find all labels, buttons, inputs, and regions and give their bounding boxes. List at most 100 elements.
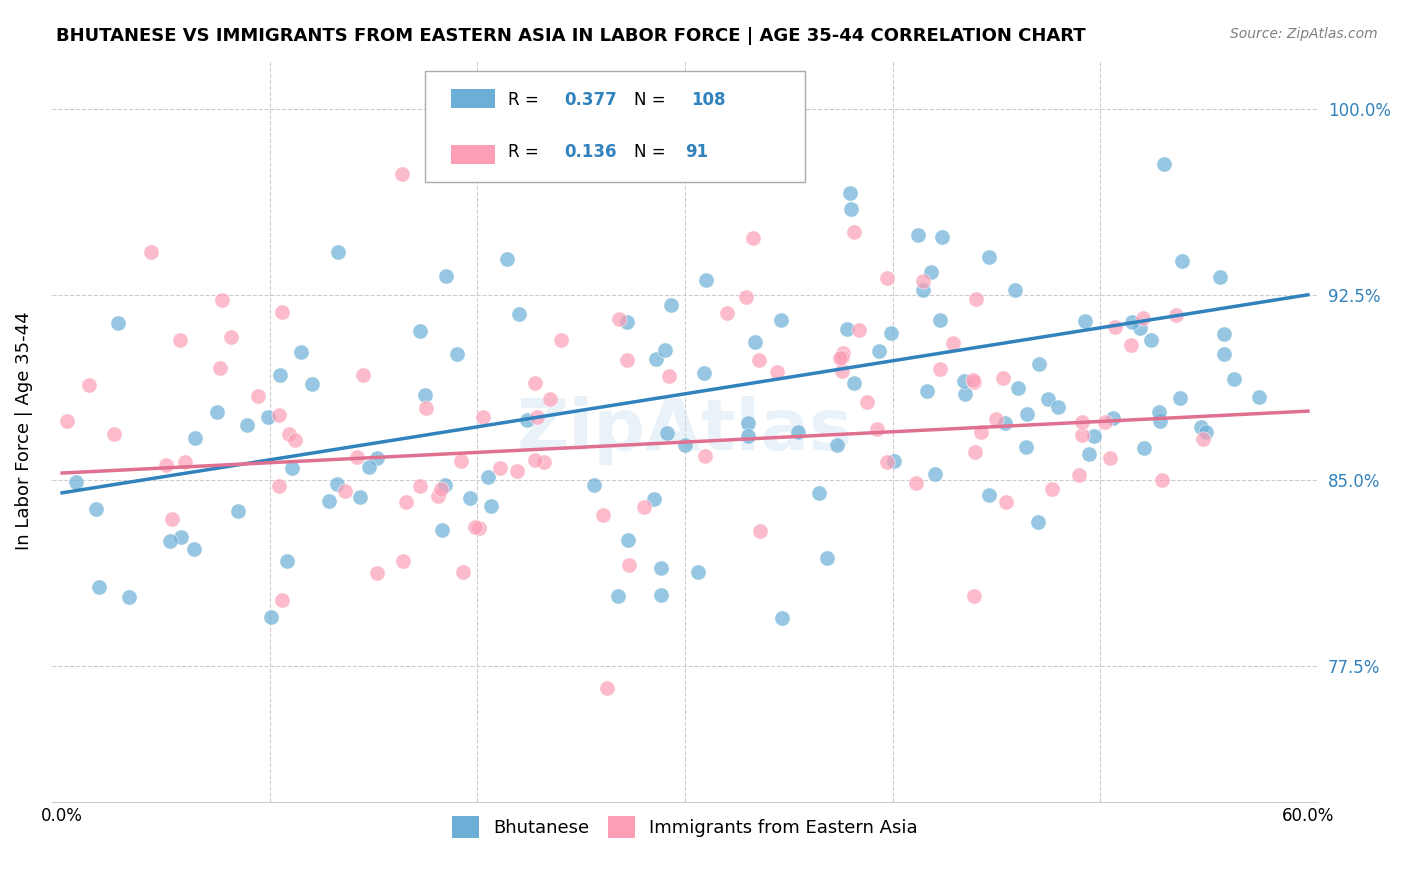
Point [633,500,655,515]
Point [619,558,641,572]
Point [848,323,870,337]
Point [280,461,302,475]
Point [472,409,495,424]
Text: 91: 91 [685,144,709,161]
Point [290,344,312,359]
Text: R =: R = [508,92,544,110]
Point [880,326,903,340]
Point [931,230,953,244]
Point [516,413,538,427]
Point [607,312,630,326]
Point [1040,482,1063,496]
Point [953,387,976,401]
Point [1147,405,1170,419]
Point [617,533,640,548]
Point [737,429,759,443]
Point [464,520,486,534]
Point [695,450,717,464]
Point [693,366,716,380]
Point [208,361,231,376]
Point [616,315,638,329]
Point [716,306,738,320]
Point [744,334,766,349]
Point [430,482,453,496]
Point [1153,157,1175,171]
Point [477,470,499,484]
Text: ZipAtlas: ZipAtlas [517,396,853,466]
Point [830,351,852,366]
Point [211,293,233,307]
Point [917,384,939,399]
Point [103,427,125,442]
Point [876,271,898,285]
Point [616,353,638,368]
Point [1038,392,1060,406]
Point [929,362,952,376]
Point [1015,407,1038,421]
Point [207,405,229,419]
Point [359,460,381,475]
Point [87,580,110,594]
Point [1132,310,1154,325]
Point [1213,347,1236,361]
Point [1046,400,1069,414]
Point [962,373,984,387]
Point [1067,467,1090,482]
Point [749,524,772,539]
Point [524,376,547,390]
Text: Source: ZipAtlas.com: Source: ZipAtlas.com [1230,27,1378,41]
Point [508,307,530,321]
Point [963,375,986,389]
Point [1189,420,1212,434]
Point [1192,432,1215,446]
Point [993,416,1015,430]
Point [643,492,665,507]
Point [392,554,415,568]
Point [1212,326,1234,341]
Point [695,273,717,287]
Point [977,251,1000,265]
Point [247,388,270,402]
Point [409,325,432,339]
FancyBboxPatch shape [451,89,495,108]
Point [270,305,292,319]
Text: BHUTANESE VS IMMIGRANTS FROM EASTERN ASIA IN LABOR FORCE | AGE 35-44 CORRELATION: BHUTANESE VS IMMIGRANTS FROM EASTERN ASI… [56,27,1085,45]
Point [496,252,519,267]
Point [883,454,905,468]
Point [963,445,986,459]
Point [346,450,368,465]
Point [965,293,987,307]
Point [942,335,965,350]
Point [842,376,865,390]
Point [654,343,676,358]
Legend: Bhutanese, Immigrants from Eastern Asia: Bhutanese, Immigrants from Eastern Asia [444,809,925,846]
Point [839,186,862,201]
Point [1015,440,1038,454]
Point [1004,283,1026,297]
Point [920,265,942,279]
Text: N =: N = [634,144,671,161]
Point [533,454,555,468]
Point [366,566,388,580]
Point [1070,415,1092,429]
Point [748,353,770,368]
Point [1164,308,1187,322]
Point [269,368,291,383]
Point [769,313,792,327]
Point [832,346,855,360]
Point [831,350,853,364]
Point [328,244,350,259]
Point [458,491,481,505]
Point [170,530,193,544]
Point [1195,425,1218,440]
Point [766,364,789,378]
Point [1119,338,1142,352]
Point [1149,414,1171,428]
Point [326,477,349,491]
Point [1099,450,1122,465]
Point [366,450,388,465]
Point [827,437,849,451]
Y-axis label: In Labor Force | Age 35-44: In Labor Force | Age 35-44 [15,311,32,550]
Point [219,329,242,343]
Point [865,421,887,435]
